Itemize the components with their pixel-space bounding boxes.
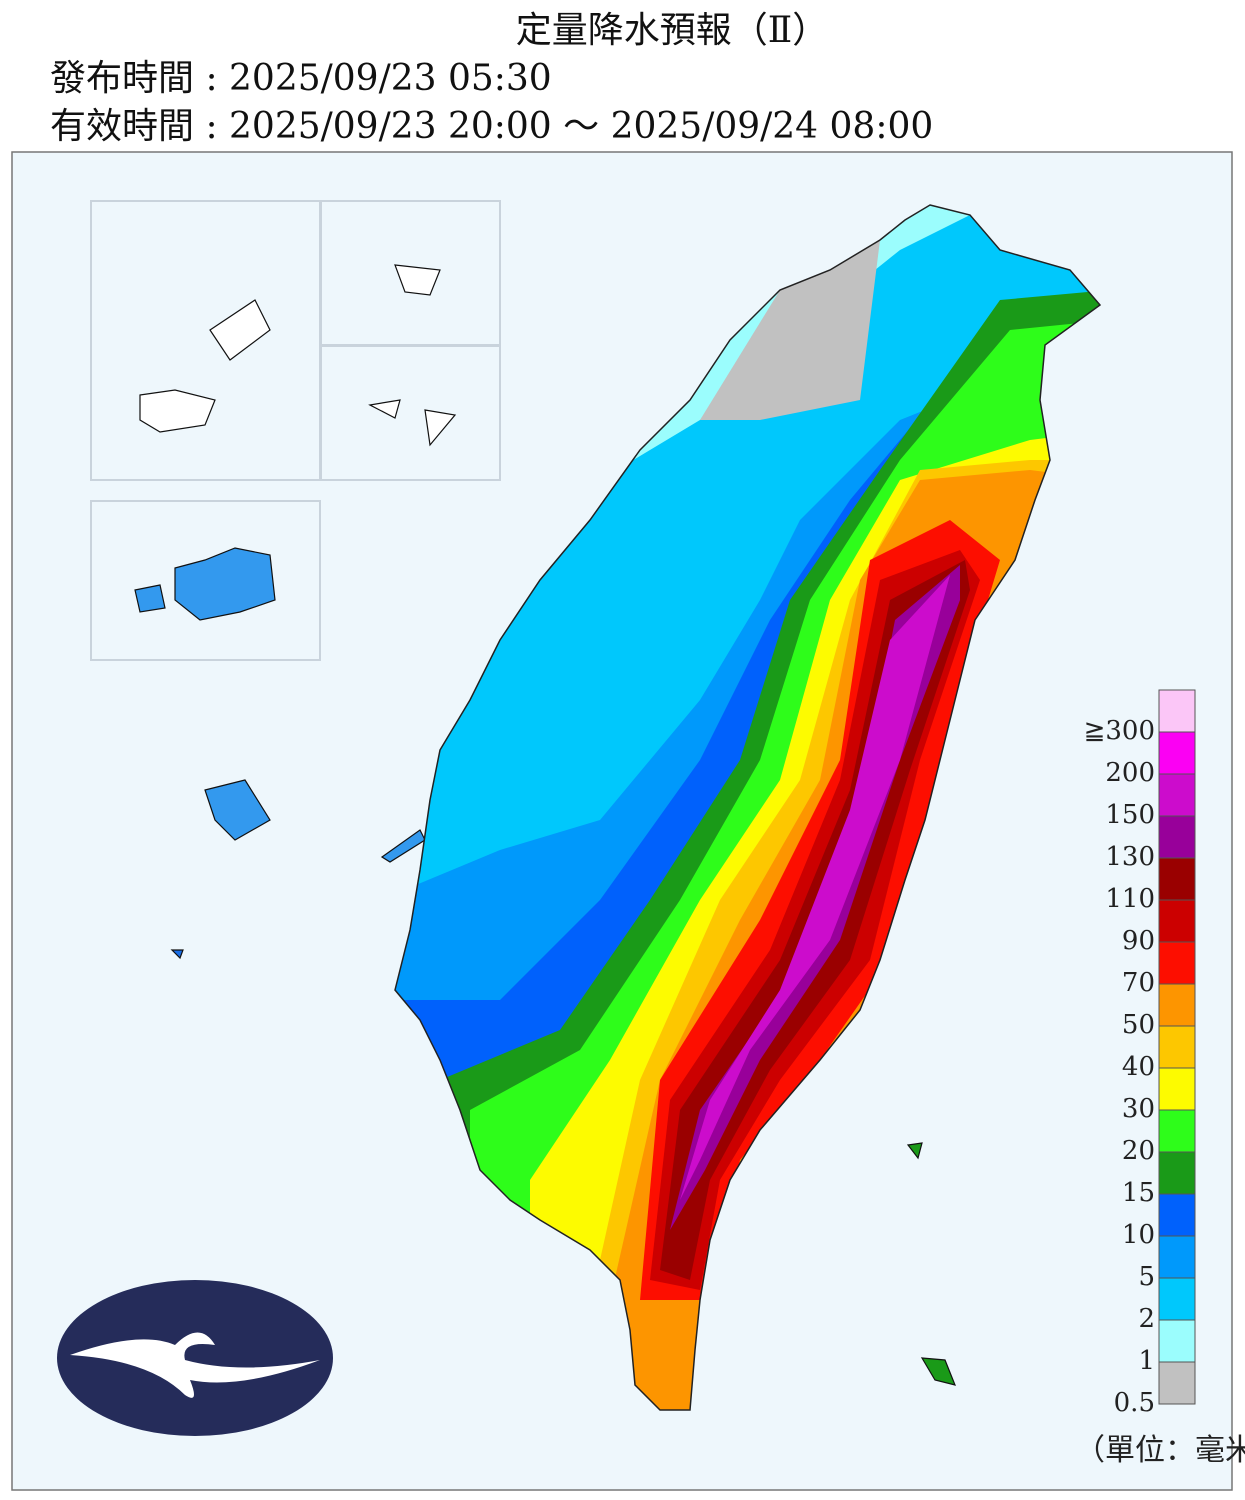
legend-swatch — [1158, 815, 1196, 859]
legend-label: 90 — [1122, 926, 1155, 956]
inset-boxes — [90, 200, 501, 661]
legend-label: 200 — [1105, 758, 1155, 788]
legend-swatch — [1158, 941, 1196, 985]
legend-swatch — [1158, 689, 1196, 733]
legend-label: 5 — [1138, 1262, 1155, 1292]
title: 定量降水預報（Ⅱ） — [516, 10, 828, 51]
legend-swatch — [1158, 1193, 1196, 1237]
legend-swatch — [1158, 1151, 1196, 1195]
legend-swatch — [1158, 1067, 1196, 1111]
legend-label: 30 — [1122, 1094, 1155, 1124]
legend-swatch — [1158, 857, 1196, 901]
legend-label: 20 — [1122, 1136, 1155, 1166]
legend-label: 130 — [1105, 842, 1155, 872]
legend-label: 150 — [1105, 800, 1155, 830]
legend-swatch — [1158, 1277, 1196, 1321]
legend-swatch — [1158, 773, 1196, 817]
unit-label: （單位：毫米） — [1075, 1433, 1245, 1468]
cwa-logo — [57, 1280, 333, 1436]
legend: （單位：毫米） ≧3002001501301109070504030201510… — [1075, 689, 1245, 1468]
issue-time: 發布時間 : 2025/09/23 05:30 — [50, 58, 552, 99]
legend-swatch — [1158, 1235, 1196, 1279]
valid-time: 有效時間 : 2025/09/23 20:00 ～ 2025/09/24 08:… — [50, 106, 933, 147]
legend-label: 110 — [1105, 884, 1155, 914]
legend-label: 40 — [1122, 1052, 1155, 1082]
legend-label: 1 — [1138, 1346, 1155, 1376]
legend-swatch — [1158, 731, 1196, 775]
legend-label: 50 — [1122, 1010, 1155, 1040]
taiwan-outline — [394, 204, 1102, 1411]
legend-label: 15 — [1122, 1178, 1155, 1208]
legend-label: 2 — [1138, 1304, 1155, 1334]
legend-swatch — [1158, 1361, 1196, 1405]
legend-label: 10 — [1122, 1220, 1155, 1250]
legend-swatch — [1158, 899, 1196, 943]
legend-swatch — [1158, 1319, 1196, 1363]
legend-swatch — [1158, 1109, 1196, 1153]
legend-swatch — [1158, 1025, 1196, 1069]
legend-swatch — [1158, 983, 1196, 1027]
legend-label: ≧300 — [1084, 716, 1155, 746]
insets-islands — [134, 264, 956, 1386]
legend-label: 70 — [1122, 968, 1155, 998]
legend-label: 0.5 — [1114, 1388, 1155, 1418]
